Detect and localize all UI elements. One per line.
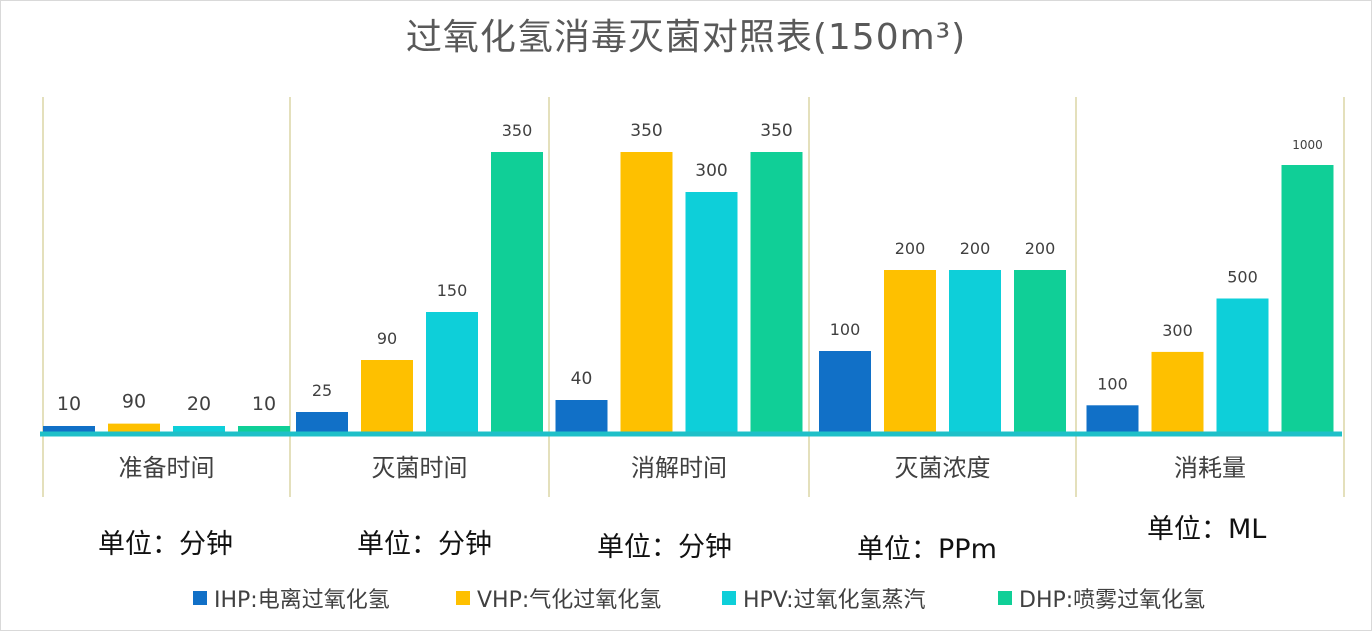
unit-label: 单位：分钟 [357,529,492,560]
bar-1-2 [108,423,160,432]
data-label: 200 [895,239,926,258]
legend-swatch [456,591,470,605]
legend-swatch [722,591,736,605]
legend: IHP:电离过氧化氢 VHP:气化过氧化氢 HPV:过氧化氢蒸汽 DHP:喷雾过氧化氢 [0,582,1372,614]
data-label: 300 [695,161,727,181]
bar-3-1 [555,400,608,432]
legend-label: DHP:喷雾过氧化氢 [1019,588,1206,613]
bar-4-4 [1014,270,1066,432]
category-label: 消解时间 [631,454,727,482]
legend-swatch [193,591,207,605]
data-label: 200 [960,239,991,258]
data-label: 90 [122,391,146,413]
data-label: 10 [57,393,81,415]
unit-label: 单位：ML [1147,514,1267,545]
data-label: 100 [1097,374,1128,393]
legend-swatch [998,591,1012,605]
bar-5-1 [1086,405,1139,432]
data-label: 150 [437,281,468,300]
data-label: 90 [377,329,397,348]
bar-chart: 10 90 20 10 准备时间 25 90 150 350 灭菌时间 40 350 300 350 消解时… [40,97,1345,497]
data-label: 500 [1227,268,1258,287]
data-label: 40 [571,369,593,389]
data-label: 300 [1162,321,1193,340]
bar-4-1 [819,351,871,432]
legend-label: VHP:气化过氧化氢 [477,588,662,613]
category-label: 消耗量 [1174,454,1246,482]
bar-1-1 [43,426,95,432]
bar-2-3 [426,312,478,432]
unit-label: 单位：分钟 [597,532,732,563]
legend-label: HPV:过氧化氢蒸汽 [743,588,926,613]
bar-5-3 [1216,298,1269,432]
bar-5-2 [1151,351,1204,432]
bar-2-4 [491,152,543,432]
data-label: 200 [1025,239,1056,258]
bar-3-2 [620,152,673,432]
bar-3-4 [750,152,803,432]
chart-title: 过氧化氢消毒灭菌对照表(150m³) [405,17,967,58]
bar-1-3 [173,426,225,432]
data-label: 350 [760,121,792,141]
data-label: 1000 [1292,138,1323,152]
category-label: 灭菌时间 [372,454,468,482]
category-label: 准备时间 [119,454,215,482]
legend-label: IHP:电离过氧化氢 [214,588,390,613]
data-label: 350 [630,121,662,141]
legend-item: IHP:电离过氧化氢 [193,582,390,614]
data-label: 20 [187,393,211,415]
bar-4-3 [949,270,1001,432]
bar-1-4 [238,426,290,432]
bar-4-2 [884,270,936,432]
bar-2-2 [361,360,413,432]
bar-5-4 [1281,165,1334,432]
data-label: 25 [312,381,332,400]
legend-item: DHP:喷雾过氧化氢 [998,582,1205,614]
bar-2-1 [296,412,348,432]
legend-item: HPV:过氧化氢蒸汽 [722,582,925,614]
bar-3-3 [685,192,738,432]
legend-item: VHP:气化过氧化氢 [456,582,661,614]
category-label: 灭菌浓度 [895,454,991,482]
data-label: 350 [502,121,533,140]
unit-label: 单位：PPm [857,534,997,565]
unit-label: 单位：分钟 [98,529,233,560]
data-label: 100 [830,320,861,339]
data-label: 10 [252,393,276,415]
